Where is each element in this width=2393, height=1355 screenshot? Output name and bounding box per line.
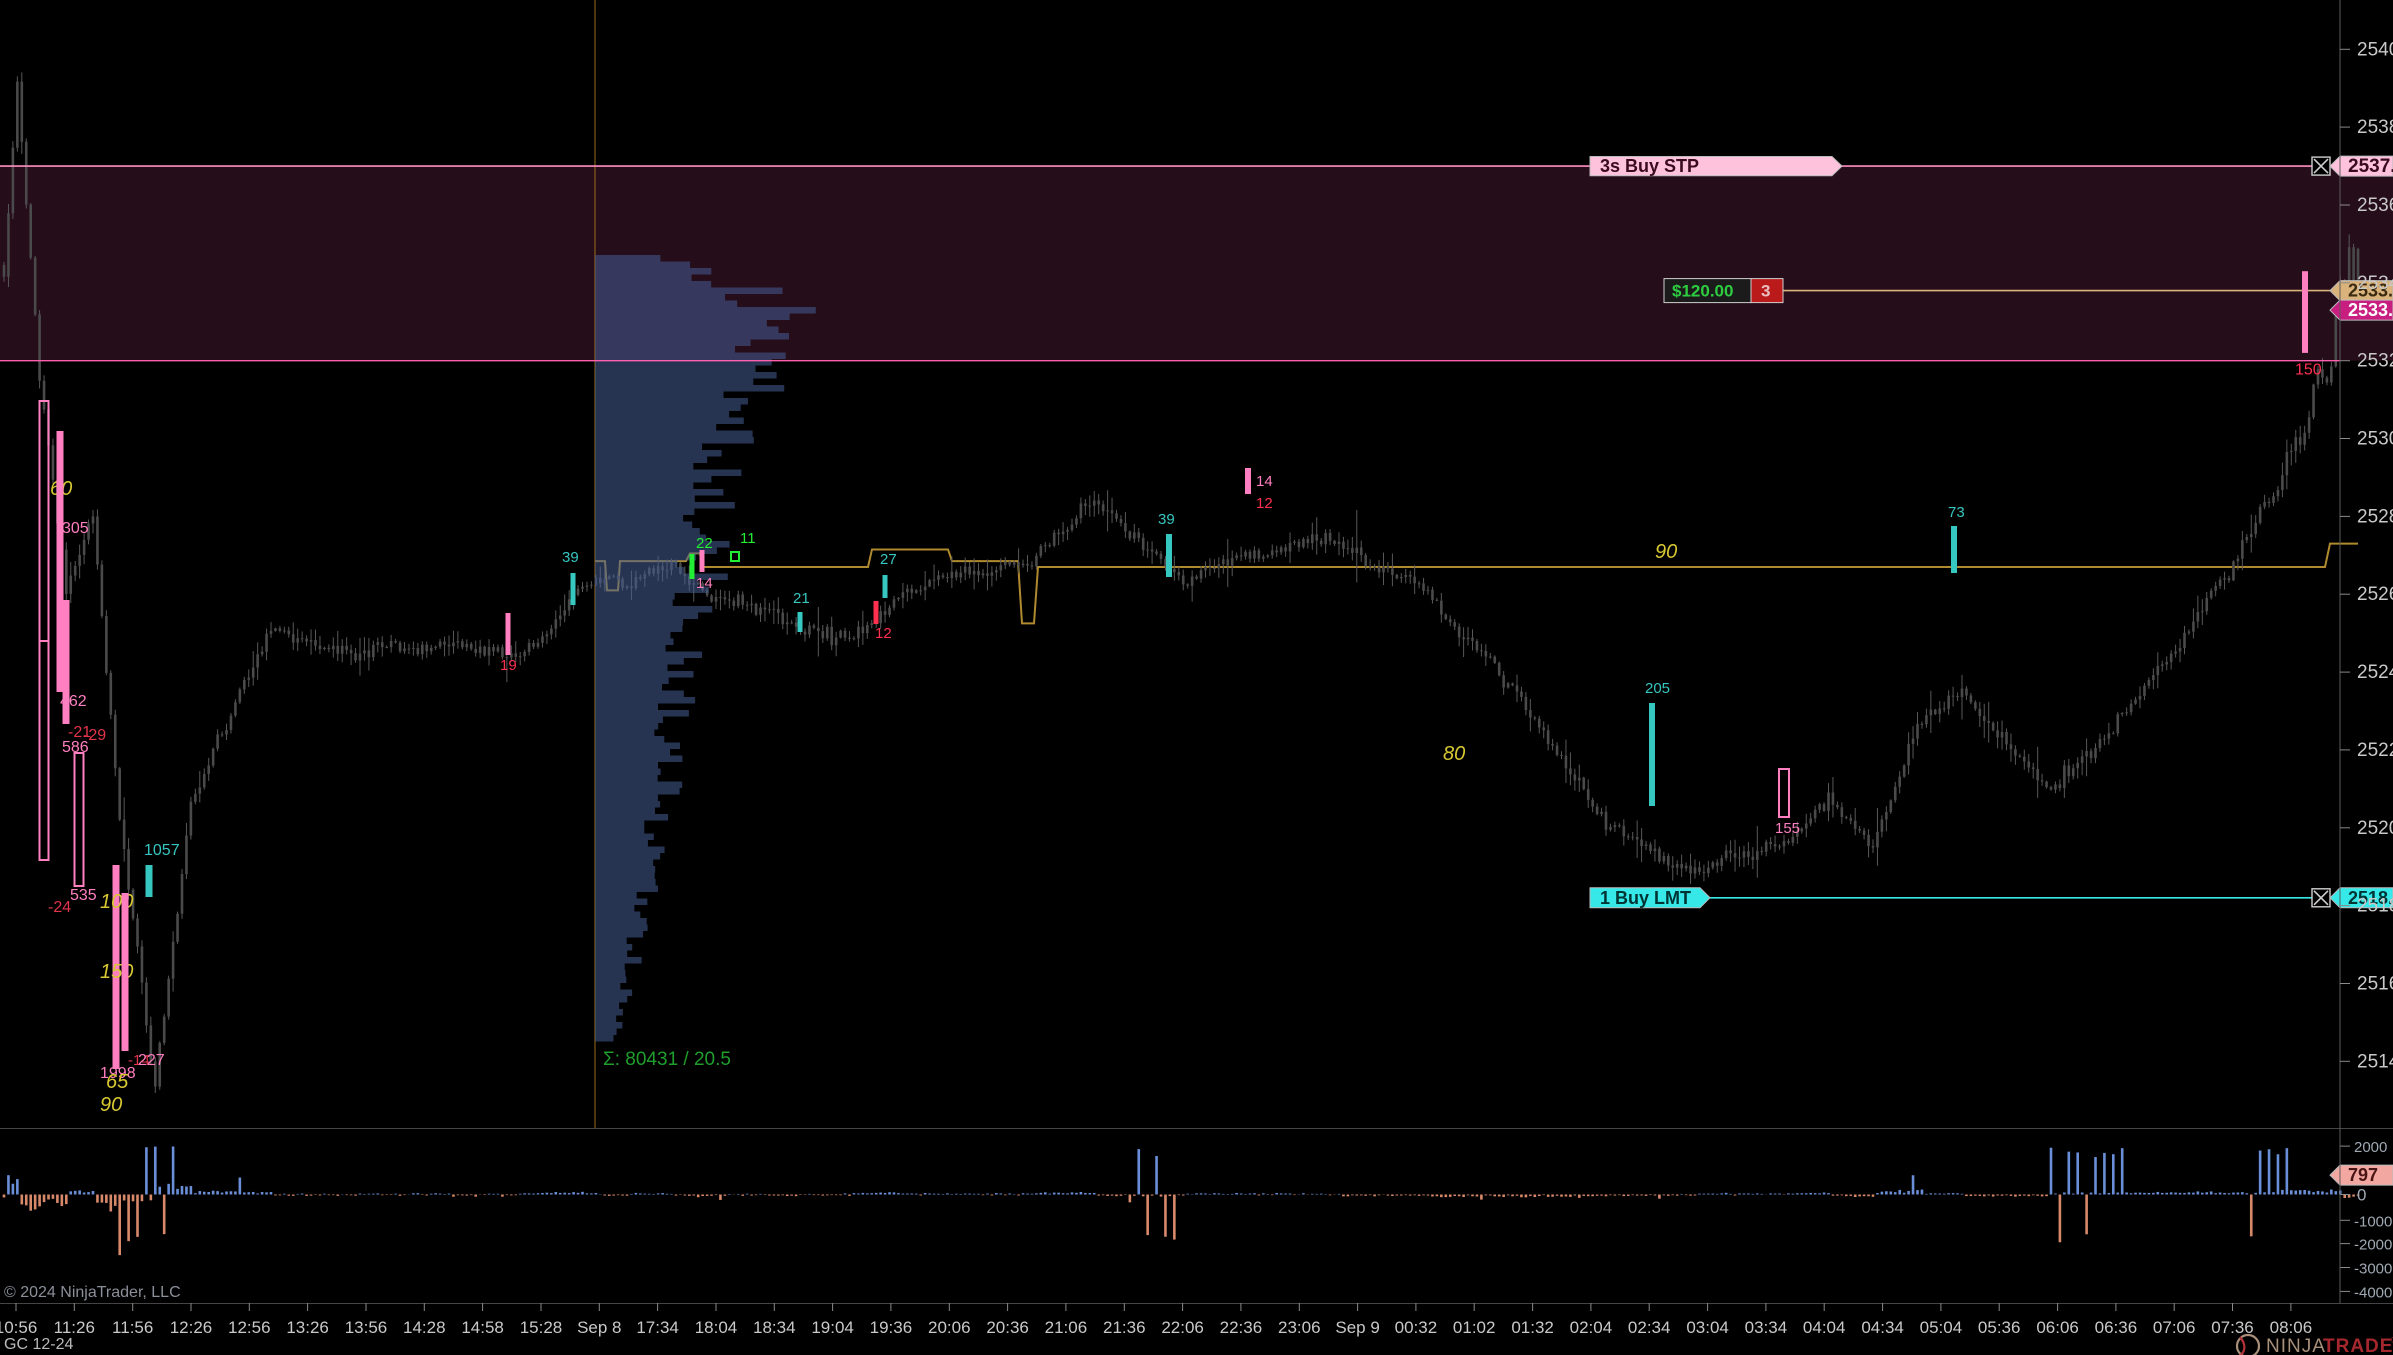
svg-text:-1000: -1000 — [2354, 1213, 2392, 1230]
svg-text:1 Buy LMT: 1 Buy LMT — [1600, 888, 1691, 908]
svg-text:02:34: 02:34 — [1628, 1318, 1671, 1337]
svg-text:13:26: 13:26 — [286, 1318, 329, 1337]
svg-text:2518.0: 2518.0 — [2357, 896, 2393, 917]
svg-text:20:06: 20:06 — [928, 1318, 971, 1337]
svg-text:2533.3: 2533.3 — [2348, 300, 2393, 320]
svg-text:06:06: 06:06 — [2036, 1318, 2079, 1337]
svg-text:© 2024 NinjaTrader, LLC: © 2024 NinjaTrader, LLC — [4, 1284, 181, 1301]
svg-text:22:36: 22:36 — [1220, 1318, 1263, 1337]
svg-text:00:32: 00:32 — [1395, 1318, 1438, 1337]
svg-text:2516.0: 2516.0 — [2357, 974, 2393, 995]
svg-text:07:06: 07:06 — [2153, 1318, 2196, 1337]
svg-text:2524.0: 2524.0 — [2357, 662, 2393, 683]
svg-text:NINJA: NINJA — [2266, 1336, 2326, 1355]
svg-text:1057: 1057 — [144, 842, 180, 859]
svg-text:12:26: 12:26 — [170, 1318, 213, 1337]
svg-text:01:32: 01:32 — [1511, 1318, 1554, 1337]
svg-text:205: 205 — [1645, 680, 1670, 697]
svg-text:73: 73 — [1948, 504, 1965, 521]
svg-text:10:56: 10:56 — [0, 1318, 37, 1337]
svg-text:-2000: -2000 — [2354, 1237, 2392, 1254]
svg-text:21:36: 21:36 — [1103, 1318, 1146, 1337]
svg-text:2000: 2000 — [2354, 1139, 2387, 1156]
svg-text:05:04: 05:04 — [1920, 1318, 1963, 1337]
svg-text:18:04: 18:04 — [695, 1318, 738, 1337]
svg-text:14:58: 14:58 — [461, 1318, 504, 1337]
svg-text:01:02: 01:02 — [1453, 1318, 1496, 1337]
svg-text:04:04: 04:04 — [1803, 1318, 1846, 1337]
svg-text:11:56: 11:56 — [112, 1318, 153, 1337]
svg-text:39: 39 — [1158, 511, 1175, 528]
svg-text:2536.0: 2536.0 — [2357, 195, 2393, 216]
svg-text:19:04: 19:04 — [811, 1318, 854, 1337]
svg-text:11:26: 11:26 — [54, 1318, 95, 1337]
svg-text:22:06: 22:06 — [1161, 1318, 1204, 1337]
svg-text:22: 22 — [696, 535, 713, 552]
svg-text:21:06: 21:06 — [1045, 1318, 1088, 1337]
svg-text:150: 150 — [2295, 362, 2322, 379]
svg-text:2520.0: 2520.0 — [2357, 818, 2393, 839]
svg-text:80: 80 — [1443, 743, 1465, 765]
svg-text:39: 39 — [562, 549, 579, 566]
svg-text:11: 11 — [740, 530, 756, 547]
svg-text:155: 155 — [1775, 820, 1800, 837]
svg-text:-24: -24 — [48, 899, 71, 916]
svg-text:90: 90 — [100, 1094, 122, 1116]
svg-text:19: 19 — [500, 657, 517, 674]
svg-text:06:36: 06:36 — [2095, 1318, 2138, 1337]
svg-text:2538.0: 2538.0 — [2357, 117, 2393, 138]
svg-text:03:04: 03:04 — [1686, 1318, 1729, 1337]
svg-text:17:34: 17:34 — [636, 1318, 679, 1337]
svg-text:90: 90 — [1655, 541, 1677, 563]
svg-text:12: 12 — [1256, 495, 1273, 512]
svg-text:GC 12-24: GC 12-24 — [4, 1336, 73, 1353]
svg-text:535: 535 — [70, 887, 97, 904]
svg-text:-4000: -4000 — [2354, 1284, 2392, 1301]
svg-text:-3000: -3000 — [2354, 1261, 2392, 1278]
svg-text:2514.0: 2514.0 — [2357, 1051, 2393, 1072]
svg-text:3s Buy STP: 3s Buy STP — [1600, 156, 1699, 176]
svg-text:Sep 8: Sep 8 — [577, 1318, 621, 1337]
svg-text:227: 227 — [138, 1052, 165, 1069]
svg-text:0: 0 — [2357, 1186, 2366, 1205]
svg-text:18:34: 18:34 — [753, 1318, 796, 1337]
svg-text:2530.0: 2530.0 — [2357, 429, 2393, 450]
svg-text:2537.0: 2537.0 — [2348, 156, 2393, 177]
svg-text:03:34: 03:34 — [1745, 1318, 1788, 1337]
svg-text:23:06: 23:06 — [1278, 1318, 1321, 1337]
svg-text:20:36: 20:36 — [986, 1318, 1029, 1337]
svg-text:08:06: 08:06 — [2270, 1318, 2313, 1337]
svg-text:TRADER: TRADER — [2323, 1336, 2393, 1355]
svg-text:Σ: 80431 / 20.5: Σ: 80431 / 20.5 — [603, 1049, 731, 1070]
svg-text:797: 797 — [2348, 1165, 2378, 1185]
svg-text:2534.0: 2534.0 — [2357, 273, 2393, 294]
svg-text:15:28: 15:28 — [520, 1318, 563, 1337]
svg-text:14: 14 — [1256, 473, 1273, 490]
svg-text:14:28: 14:28 — [403, 1318, 446, 1337]
svg-text:27: 27 — [880, 551, 897, 568]
svg-text:05:36: 05:36 — [1978, 1318, 2021, 1337]
svg-text:14: 14 — [696, 575, 713, 592]
svg-text:Sep 9: Sep 9 — [1335, 1318, 1379, 1337]
svg-text:02:04: 02:04 — [1570, 1318, 1613, 1337]
svg-text:3: 3 — [1761, 282, 1770, 301]
svg-text:12:56: 12:56 — [228, 1318, 271, 1337]
svg-text:19:36: 19:36 — [870, 1318, 913, 1337]
svg-text:2526.0: 2526.0 — [2357, 584, 2393, 605]
svg-text:$120.00: $120.00 — [1672, 282, 1733, 301]
svg-text:12: 12 — [875, 625, 892, 642]
svg-text:13:56: 13:56 — [345, 1318, 388, 1337]
svg-text:04:34: 04:34 — [1861, 1318, 1904, 1337]
svg-text:65: 65 — [106, 1071, 129, 1093]
svg-text:2528.0: 2528.0 — [2357, 506, 2393, 527]
svg-text:2540.0: 2540.0 — [2357, 39, 2393, 60]
svg-text:21: 21 — [793, 590, 810, 607]
svg-text:305: 305 — [62, 520, 89, 537]
svg-text:-29: -29 — [83, 727, 106, 744]
